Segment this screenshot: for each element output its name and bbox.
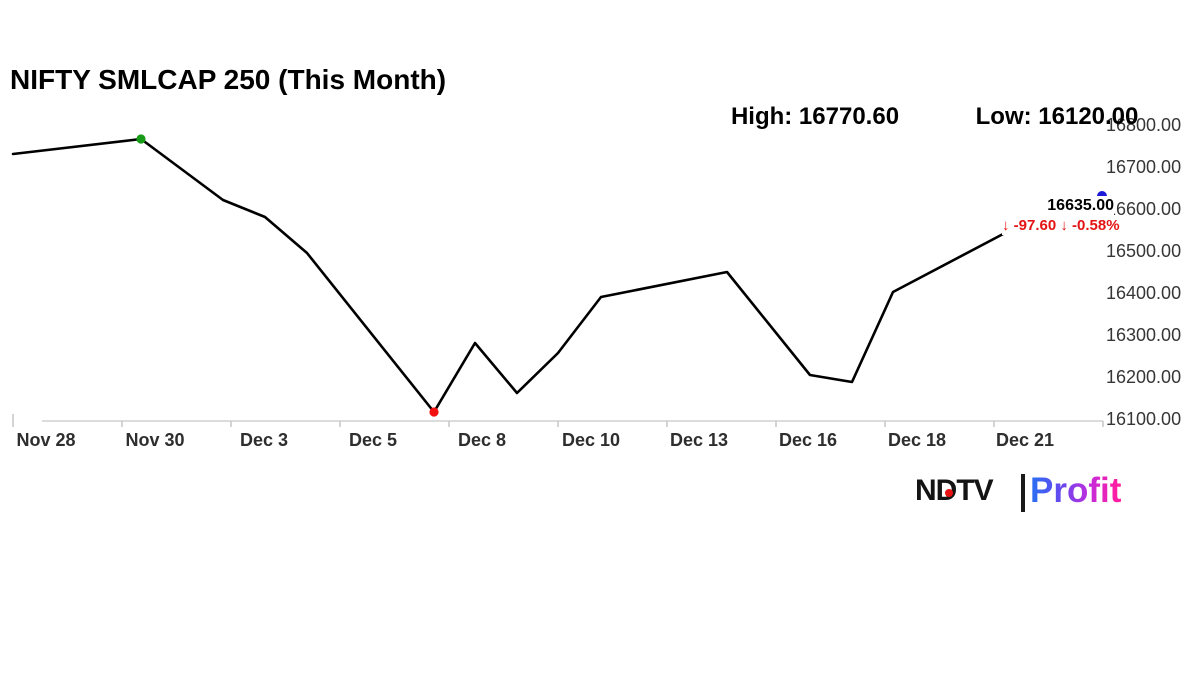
low-label: Low: 16120.00 [975, 103, 1139, 130]
x-tick-label: Nov 28 [16, 430, 76, 450]
ndtv-profit-logo: NDTV Profit [915, 471, 1140, 515]
y-tick-label: 16600.00 [1106, 199, 1182, 219]
last-price-change: ↓ -97.60 ↓ -0.58% [1002, 216, 1138, 235]
chart-title: NIFTY SMLCAP 250 (This Month) [10, 64, 447, 95]
x-tick-label: Dec 5 [348, 430, 398, 450]
y-tick-label: 16500.00 [1106, 241, 1182, 261]
x-tick-label: Dec 21 [995, 430, 1055, 450]
x-tick-label: Dec 3 [239, 430, 289, 450]
high-label: High: 16770.60 [730, 103, 900, 130]
x-tick-label: Dec 16 [778, 430, 838, 450]
low-marker [429, 407, 439, 417]
ndtv-logo-red-dot-icon [945, 489, 953, 497]
ndtv-logo-text: NDTV [915, 474, 994, 507]
high-marker [136, 134, 146, 144]
profit-logo-text: Profit [1030, 471, 1122, 510]
last-price-label: 16635.00 [1030, 196, 1114, 216]
x-tick-label: Dec 13 [669, 430, 729, 450]
y-tick-label: 16700.00 [1106, 157, 1182, 177]
x-tick-label: Dec 10 [561, 430, 621, 450]
logo-separator-bar [1021, 474, 1025, 512]
x-tick-label: Dec 18 [887, 430, 947, 450]
y-tick-label: 16100.00 [1106, 409, 1182, 429]
price-line [11, 137, 1104, 414]
x-tick-label: Nov 30 [125, 430, 185, 450]
y-tick-label: 16300.00 [1106, 325, 1182, 345]
y-tick-label: 16200.00 [1106, 367, 1182, 387]
y-tick-label: 16800.00 [1106, 115, 1182, 135]
x-tick-label: Dec 8 [457, 430, 507, 450]
y-tick-label: 16400.00 [1106, 283, 1182, 303]
